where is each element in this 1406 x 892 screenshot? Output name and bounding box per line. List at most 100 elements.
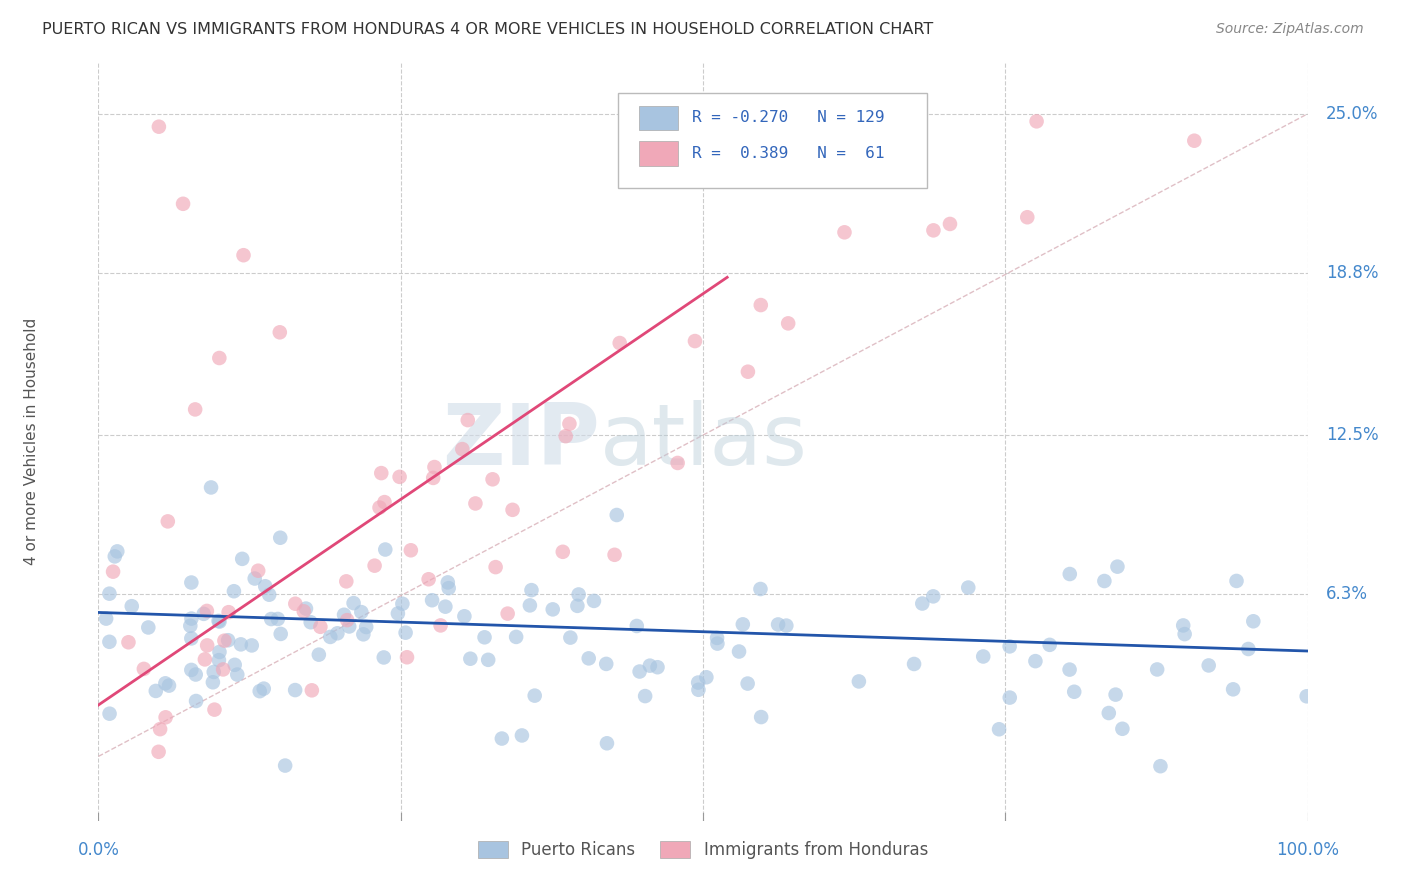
Point: [551, 545, 574, 559]
Point: [903, 657, 925, 671]
Point: [420, 593, 443, 607]
Point: [706, 631, 728, 645]
Point: [399, 543, 422, 558]
Point: [226, 667, 249, 681]
Point: [998, 640, 1021, 654]
Text: 0.0%: 0.0%: [77, 841, 120, 859]
Point: [301, 683, 323, 698]
Point: [1104, 688, 1126, 702]
Point: [249, 684, 271, 698]
Point: [309, 620, 332, 634]
Point: [1063, 685, 1085, 699]
Point: [1024, 654, 1046, 668]
Point: [988, 723, 1011, 737]
Point: [451, 442, 474, 456]
Point: [342, 596, 364, 610]
Point: [706, 637, 728, 651]
Point: [1017, 211, 1039, 225]
Point: [247, 564, 270, 578]
Point: [596, 736, 619, 750]
Point: [336, 613, 359, 627]
Point: [998, 690, 1021, 705]
Point: [156, 515, 179, 529]
Point: [184, 667, 207, 681]
Point: [484, 560, 506, 574]
Point: [634, 689, 657, 703]
Point: [94, 612, 117, 626]
Point: [352, 627, 374, 641]
Text: 18.8%: 18.8%: [1326, 264, 1378, 282]
Point: [132, 662, 155, 676]
Point: [422, 471, 444, 485]
Point: [373, 495, 395, 509]
Point: [180, 663, 202, 677]
Point: [157, 679, 180, 693]
Point: [269, 531, 291, 545]
Point: [200, 480, 222, 494]
Point: [218, 605, 240, 619]
Point: [202, 665, 225, 679]
Point: [208, 615, 231, 629]
Point: [208, 645, 231, 659]
Point: [180, 611, 202, 625]
Point: [582, 594, 605, 608]
Text: atlas: atlas: [600, 400, 808, 483]
Point: [1107, 559, 1129, 574]
Point: [972, 649, 994, 664]
Point: [98, 634, 121, 648]
Text: Source: ZipAtlas.com: Source: ZipAtlas.com: [1216, 22, 1364, 37]
Point: [731, 617, 754, 632]
Point: [391, 597, 413, 611]
Point: [207, 614, 229, 628]
Point: [98, 706, 121, 721]
Point: [666, 456, 689, 470]
Point: [373, 650, 395, 665]
Legend: Puerto Ricans, Immigrants from Honduras: Puerto Ricans, Immigrants from Honduras: [471, 834, 935, 865]
Point: [180, 575, 202, 590]
Point: [212, 662, 235, 676]
Point: [603, 548, 626, 562]
Point: [292, 604, 315, 618]
Point: [155, 710, 177, 724]
Point: [728, 644, 751, 658]
Point: [457, 413, 479, 427]
Point: [195, 639, 218, 653]
Point: [766, 617, 789, 632]
Point: [688, 682, 710, 697]
Point: [201, 675, 224, 690]
Point: [117, 635, 139, 649]
Point: [464, 496, 486, 510]
Point: [453, 609, 475, 624]
Point: [368, 500, 391, 515]
Point: [502, 503, 524, 517]
Point: [1225, 574, 1247, 588]
Point: [222, 584, 245, 599]
Point: [505, 630, 527, 644]
Point: [1182, 134, 1205, 148]
Point: [1059, 663, 1081, 677]
Point: [374, 542, 396, 557]
Point: [578, 651, 600, 665]
Point: [337, 619, 360, 633]
Point: [101, 565, 124, 579]
Point: [554, 429, 576, 443]
Point: [695, 670, 717, 684]
Point: [105, 544, 128, 558]
FancyBboxPatch shape: [638, 141, 678, 166]
Point: [257, 588, 280, 602]
Point: [172, 196, 194, 211]
Point: [568, 587, 591, 601]
Point: [558, 417, 581, 431]
Point: [749, 582, 772, 596]
Point: [567, 599, 589, 613]
Point: [136, 620, 159, 634]
Point: [184, 402, 207, 417]
Point: [388, 470, 411, 484]
Point: [423, 460, 446, 475]
Point: [274, 758, 297, 772]
Point: [284, 597, 307, 611]
Point: [295, 601, 318, 615]
Point: [145, 684, 167, 698]
Point: [299, 615, 322, 630]
Point: [1241, 614, 1264, 628]
